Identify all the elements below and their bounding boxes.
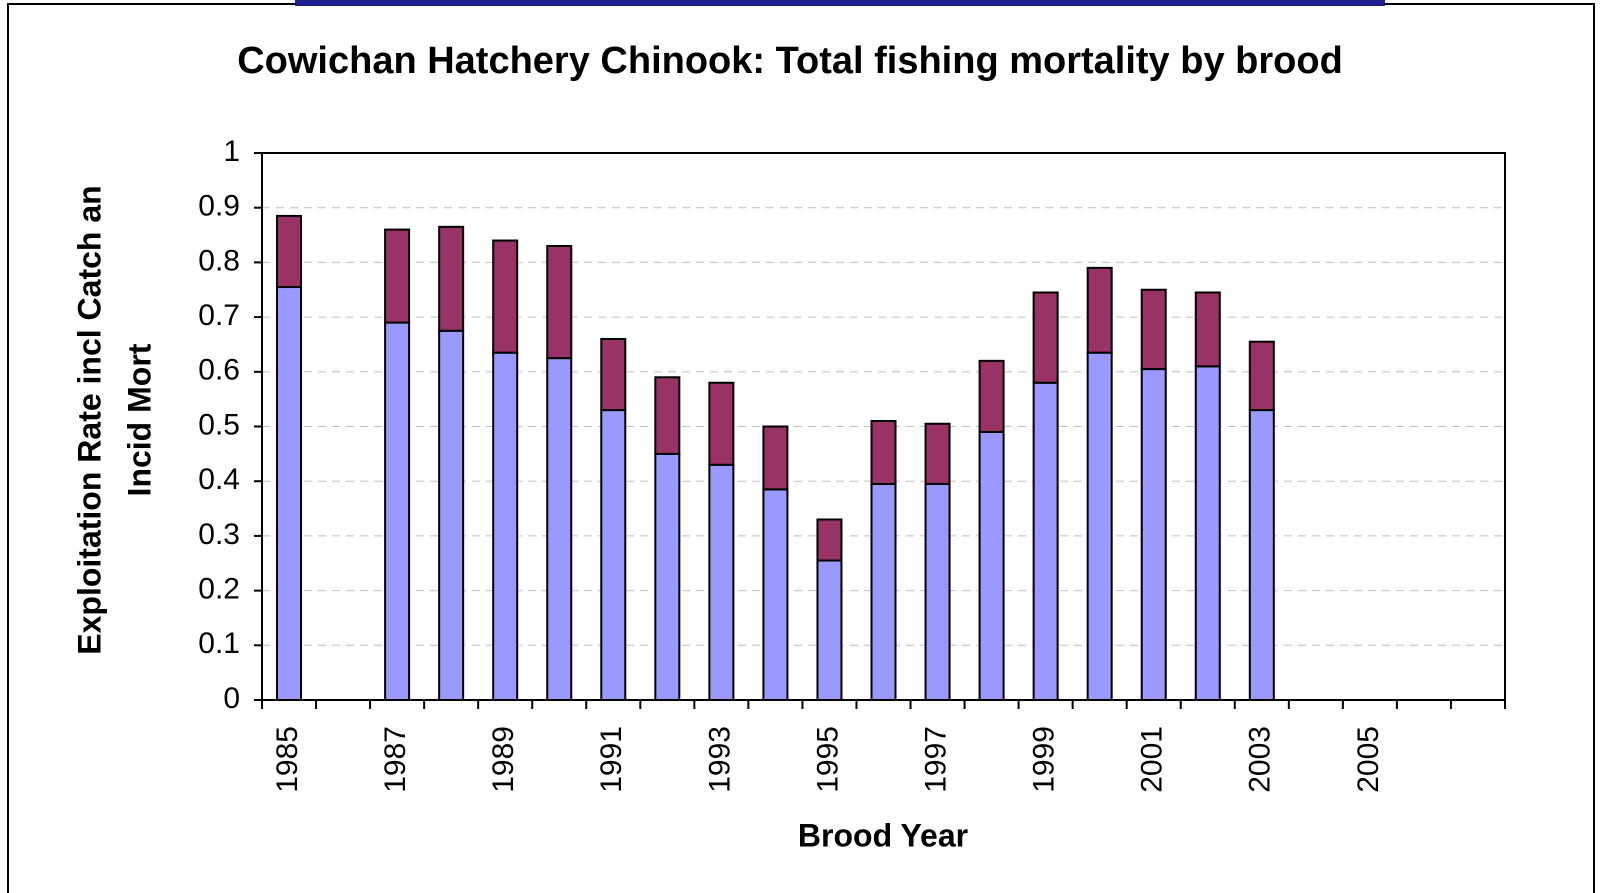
chart-title: Cowichan Hatchery Chinook: Total fishing… [237,40,1343,82]
x-tick-group: 1993 [703,726,736,793]
x-tick-label: 2003 [1244,726,1277,793]
bar-segment [1140,288,1167,371]
bar-segment [762,488,789,701]
x-tick-group: 2001 [1136,726,1169,793]
bar-segment [276,214,303,289]
bar-segment [546,244,573,360]
x-tick-group: 1997 [919,726,952,793]
x-tick-label: 2001 [1136,726,1169,793]
bar-segment [492,239,519,354]
bar-segment [924,482,951,701]
bar-segment [1194,291,1221,368]
y-tick-label: 0 [223,682,240,715]
y-tick-label: 0.8 [198,244,240,277]
y-tick-label: 0.4 [198,463,240,496]
x-tick-label: 1997 [919,726,952,793]
bar-segment [1248,340,1275,412]
y-tick-label: 0.7 [198,299,240,332]
bar-segment [1032,291,1059,384]
bar-segment [816,518,843,562]
bar-segment [492,351,519,701]
x-tick-group: 1989 [487,726,520,793]
y-tick-label: 0.2 [198,573,240,606]
bar-segment [384,321,411,701]
bar-segment [978,359,1005,433]
bar-segment [600,337,627,412]
bar-segment [546,357,573,701]
bar-segment [1194,365,1221,701]
y-axis-label: Exploitation Rate incl Catch an Incid Mo… [71,185,157,654]
bar-segment [654,452,681,701]
x-tick-label: 1985 [271,726,304,793]
bar-segment [870,482,897,701]
bar-segment [762,425,789,491]
bar-segment [978,430,1005,701]
bar-segment [1086,351,1113,701]
y-tick-label: 0.3 [198,518,240,551]
x-tick-group: 1985 [271,726,304,793]
x-axis-label: Brood Year [798,817,968,853]
bar-segment [276,286,303,701]
y-axis-label-line: Exploitation Rate incl Catch an [71,185,107,654]
bar-segment [438,225,465,332]
y-tick-label: 0.6 [198,354,240,387]
y-tick-label: 0.1 [198,627,240,660]
bar-segment [1086,266,1113,354]
y-tick-label: 1 [223,135,240,168]
y-axis-label-line: Incid Mort [121,343,157,496]
bar-segment [708,463,735,702]
x-tick-group: 1987 [379,726,412,793]
bar-segment [654,376,681,455]
header-bar [295,0,1385,6]
x-tick-group: 2003 [1244,726,1277,793]
bar-segment [870,420,897,485]
bar-segment [816,559,843,702]
x-tick-label: 1987 [379,726,412,793]
y-tick-label: 0.9 [198,190,240,223]
bar-segment [600,409,627,701]
bar-segment [708,381,735,466]
x-tick-group: 1995 [811,726,844,793]
bar-segment [1032,381,1059,701]
bar-segment [924,422,951,485]
bar-segment [438,329,465,701]
x-tick-label: 1989 [487,726,520,793]
bar-segment [384,228,411,324]
bar-segment [1248,409,1275,701]
x-tick-group: 1999 [1028,726,1061,793]
y-tick-label: 0.5 [198,408,240,441]
x-tick-label: 2005 [1352,726,1385,793]
x-tick-group: 2005 [1352,726,1385,793]
x-tick-label: 1995 [811,726,844,793]
x-tick-label: 1991 [595,726,628,793]
x-tick-group: 1991 [595,726,628,793]
x-tick-label: 1993 [703,726,736,793]
bar-segment [1140,368,1167,701]
x-tick-label: 1999 [1028,726,1061,793]
